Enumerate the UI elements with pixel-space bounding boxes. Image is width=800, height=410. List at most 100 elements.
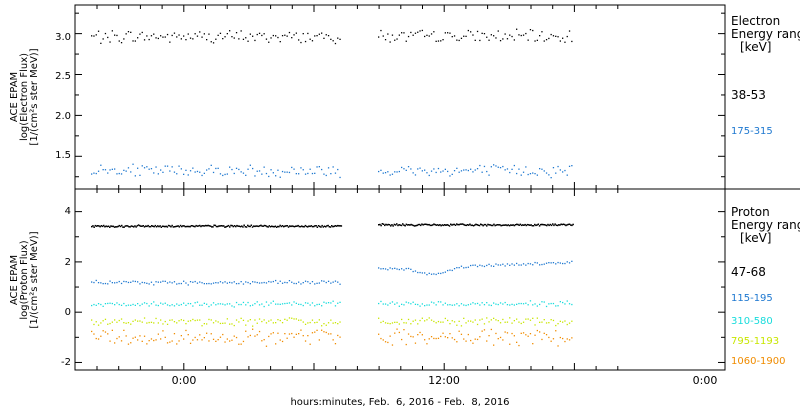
data-point (433, 168, 435, 170)
data-point (415, 224, 417, 227)
data-point (139, 335, 141, 337)
data-point (387, 322, 389, 324)
data-point (185, 304, 187, 306)
data-point (245, 304, 247, 306)
ytick-p-neg2: -2 (61, 357, 71, 368)
data-point (281, 282, 284, 284)
data-point (194, 225, 196, 228)
data-point (91, 35, 93, 37)
data-point (259, 225, 261, 227)
data-point (302, 33, 304, 35)
data-point (532, 264, 534, 266)
data-point (93, 323, 95, 326)
data-point (164, 225, 166, 228)
data-point (332, 40, 334, 42)
ytick-e-1.5: 1.5 (55, 150, 71, 161)
data-point (201, 304, 203, 306)
data-point (291, 332, 293, 335)
data-point (456, 267, 458, 269)
data-point (410, 268, 412, 270)
data-point (240, 171, 242, 173)
data-point (232, 225, 235, 228)
proton-legend-title: Proton (731, 205, 770, 219)
data-point (379, 223, 381, 226)
data-point (403, 322, 405, 324)
data-point (520, 322, 522, 325)
data-point (171, 166, 173, 168)
data-point (162, 303, 164, 305)
data-point (555, 224, 558, 226)
data-point (123, 169, 125, 171)
data-point (529, 173, 532, 175)
proton-legend: Proton Energy ranges [keV] 47-68 115-195… (731, 205, 800, 367)
data-point (380, 321, 382, 324)
data-point (430, 301, 433, 303)
data-point (153, 301, 155, 303)
data-point (447, 304, 449, 306)
data-point (293, 336, 295, 338)
data-point (286, 225, 289, 227)
data-point (412, 224, 415, 227)
data-point (532, 317, 534, 319)
data-point (516, 318, 518, 320)
data-point (560, 223, 562, 225)
data-point (401, 32, 403, 34)
data-point (249, 305, 251, 307)
data-point (100, 335, 102, 337)
data-point (565, 224, 567, 227)
data-point (229, 340, 231, 342)
data-point (100, 164, 102, 166)
data-point (169, 225, 171, 227)
data-point (203, 302, 205, 304)
data-point (474, 169, 476, 171)
data-point (442, 332, 444, 334)
data-point (337, 168, 339, 171)
data-point (275, 175, 277, 177)
data-point (97, 225, 99, 227)
data-point (311, 302, 314, 304)
data-point (526, 223, 529, 226)
data-point (407, 318, 410, 321)
data-point (261, 340, 263, 342)
data-point (254, 319, 256, 321)
data-point (91, 304, 93, 307)
data-point (258, 32, 261, 34)
data-point (330, 173, 332, 175)
data-point (238, 38, 240, 40)
data-point (428, 35, 430, 37)
data-point (483, 304, 486, 306)
data-point (155, 339, 157, 341)
data-point (176, 343, 178, 345)
data-point (568, 262, 571, 264)
data-point (541, 301, 543, 303)
data-point (424, 272, 426, 274)
data-point (224, 341, 226, 343)
data-point (424, 223, 427, 225)
data-point (148, 321, 150, 324)
data-point (481, 302, 483, 304)
data-point (199, 171, 201, 173)
data-point (382, 268, 384, 270)
data-point (189, 37, 192, 39)
data-point (421, 334, 423, 336)
data-point (509, 317, 511, 319)
data-point (483, 265, 486, 268)
data-point (222, 322, 224, 324)
data-point (110, 225, 112, 227)
data-point (339, 176, 341, 179)
data-point (281, 340, 284, 343)
data-point (229, 226, 231, 228)
data-point (185, 39, 187, 41)
data-point (449, 175, 451, 177)
data-point (470, 31, 472, 33)
data-point (299, 225, 302, 228)
data-point (308, 225, 310, 227)
proton-ylabel-line3: [1/(cm²s ster MeV)] (29, 231, 40, 328)
data-point (314, 283, 316, 285)
data-point (447, 319, 449, 322)
data-point (536, 39, 538, 41)
data-point (265, 172, 268, 175)
data-point (453, 35, 456, 37)
data-point (398, 323, 400, 325)
data-point (435, 337, 437, 340)
